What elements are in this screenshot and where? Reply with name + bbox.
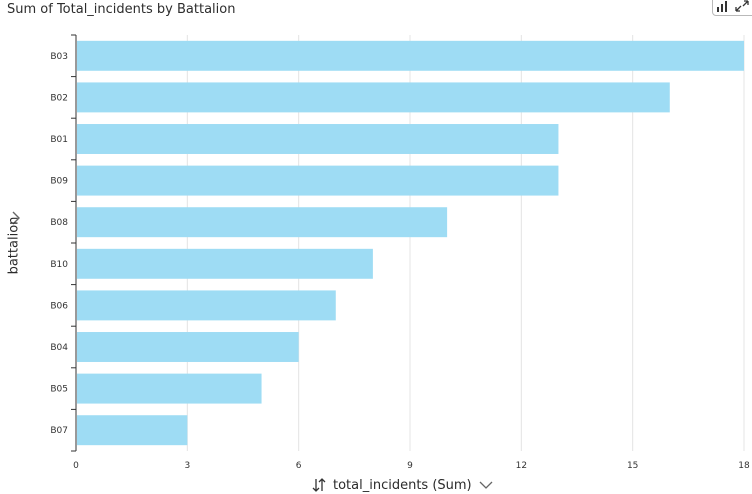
y-category-label: B06 xyxy=(50,301,68,311)
y-axis-title[interactable]: battalion xyxy=(0,208,30,292)
chevron-right-icon[interactable] xyxy=(10,210,22,226)
bar-b01[interactable] xyxy=(77,124,559,154)
x-tick-label: 0 xyxy=(73,461,79,471)
y-category-label: B09 xyxy=(50,177,68,187)
y-category-label: B05 xyxy=(50,385,68,395)
expand-icon[interactable] xyxy=(735,0,749,12)
bar-b03[interactable] xyxy=(77,40,744,71)
bar-b10[interactable] xyxy=(77,248,373,279)
chart-title: Sum of Total_incidents by Battalion xyxy=(7,2,236,17)
x-tick-label: 6 xyxy=(296,461,302,471)
x-tick-label: 18 xyxy=(738,461,750,471)
y-category-label: B01 xyxy=(50,135,68,145)
x-axis-label: total_incidents (Sum) xyxy=(333,477,472,493)
y-category-label: B04 xyxy=(50,343,68,353)
sort-icon[interactable] xyxy=(312,478,326,492)
bar-b08[interactable] xyxy=(77,207,448,238)
visual-options[interactable] xyxy=(712,0,752,16)
bar-b02[interactable] xyxy=(77,82,670,113)
chevron-down-icon[interactable] xyxy=(479,480,493,490)
y-category-label: B10 xyxy=(50,260,68,270)
bar-b07[interactable] xyxy=(77,415,188,446)
y-category-label: B08 xyxy=(50,218,68,228)
x-tick-label: 3 xyxy=(184,461,190,471)
x-tick-label: 12 xyxy=(516,461,527,471)
y-category-label: B07 xyxy=(50,426,68,436)
x-axis-title[interactable]: total_incidents (Sum) xyxy=(312,476,493,494)
bar-b06[interactable] xyxy=(77,290,336,321)
bar-b05[interactable] xyxy=(77,373,262,404)
y-category-label: B03 xyxy=(50,52,68,62)
x-tick-label: 9 xyxy=(407,461,413,471)
bar-chart-icon[interactable] xyxy=(716,0,730,12)
bar-b04[interactable] xyxy=(77,332,299,362)
y-category-label: B02 xyxy=(50,93,68,103)
x-tick-label: 15 xyxy=(627,461,638,471)
bar-b09[interactable] xyxy=(77,165,559,196)
